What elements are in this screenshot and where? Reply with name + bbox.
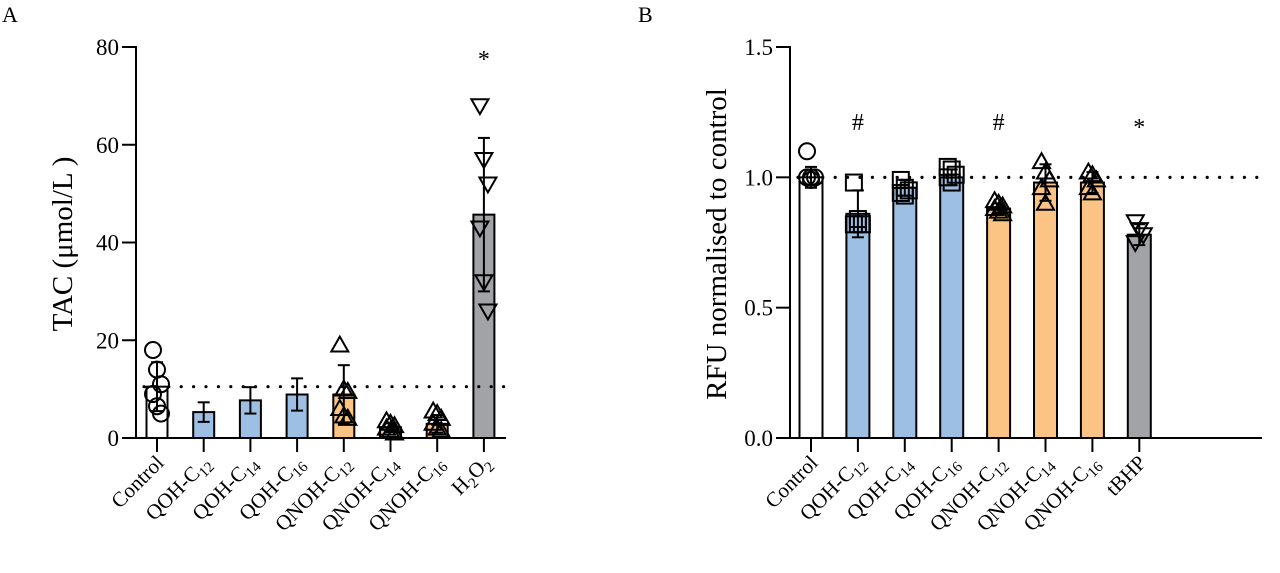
data-point-circle: [144, 341, 162, 360]
data-point-triangle-up: [984, 198, 1005, 216]
y-axis-title: TAC (μmol/L ): [47, 157, 79, 332]
data-point-triangle-up: [337, 407, 359, 426]
bar: [1033, 181, 1058, 439]
data-point-square: [895, 186, 914, 205]
x-category-label: tBHP: [1101, 451, 1151, 501]
data-point-triangle-up: [337, 381, 359, 399]
data-point-circle: [152, 404, 170, 423]
x-category-label: QNOH-C16: [1019, 450, 1108, 539]
data-point-circle: [798, 142, 816, 161]
data-point-triangle-down: [469, 220, 491, 239]
data-point-triangle-up: [1031, 177, 1052, 196]
data-point-triangle-up: [1035, 192, 1056, 211]
y-tick-label: 0: [108, 426, 120, 451]
x-category-label: H2O2: [446, 451, 498, 503]
data-point-triangle-down: [469, 98, 491, 117]
data-point-circle: [798, 168, 816, 187]
panel-label-b: B: [638, 2, 653, 27]
y-tick-label: 1.0: [744, 165, 773, 190]
data-point-circle: [802, 170, 820, 189]
data-point-triangle-up: [384, 422, 405, 441]
x-category-main: tBHP: [1101, 451, 1151, 501]
y-axis-title: RFU normalised to control: [701, 88, 733, 400]
bar: [892, 186, 918, 439]
y-tick-label: 20: [96, 328, 119, 353]
significance-hash: #: [852, 110, 864, 136]
chart-panel-b: 0.0 0.5 1.0 1.5 RFU normalised to control # # *…: [701, 35, 1264, 539]
y-tick-label: 40: [96, 231, 119, 256]
data-point-triangle-up: [430, 420, 452, 439]
y-tick-label: 0.5: [744, 296, 773, 321]
y-tick-label: 60: [96, 133, 119, 158]
data-point-triangle-down: [477, 303, 499, 322]
data-point-triangle-up: [1086, 169, 1107, 188]
data-point-triangle-up: [333, 378, 355, 397]
data-point-square: [848, 215, 867, 234]
data-point-triangle-up: [1039, 169, 1060, 188]
data-point-triangle-up: [376, 417, 397, 436]
data-point-triangle-up: [1082, 182, 1103, 201]
significance-asterisk: *: [478, 47, 490, 73]
data-point-triangle-up: [1031, 151, 1052, 170]
data-point-triangle-up: [988, 200, 1009, 219]
bar: [1079, 181, 1105, 439]
significance-asterisk: *: [1133, 115, 1145, 141]
data-point-triangle-down: [1125, 235, 1146, 254]
bar: [939, 176, 965, 439]
data-point-square: [938, 168, 957, 187]
data-point-circle: [806, 168, 824, 187]
data-point-triangle-down: [473, 274, 495, 293]
y-tick-label: 0.0: [744, 426, 773, 451]
bar: [798, 176, 824, 439]
data-point-triangle-up: [984, 190, 1005, 209]
data-point-triangle-up: [380, 420, 401, 439]
data-point-triangle-up: [422, 400, 444, 419]
data-point-triangle-up: [329, 334, 351, 353]
y-tick-label: 80: [96, 35, 119, 60]
data-point-triangle-down: [473, 152, 495, 170]
bar: [1126, 233, 1152, 439]
data-point-square: [942, 173, 961, 192]
data-point-triangle-up: [992, 203, 1013, 222]
data-point-triangle-up: [422, 412, 444, 431]
panel-label-a: A: [2, 2, 18, 27]
y-tick-label: 1.5: [744, 35, 773, 60]
data-point-triangle-down: [477, 176, 499, 195]
bar: [845, 212, 871, 439]
significance-hash: #: [993, 110, 1005, 136]
data-point-circle: [144, 385, 162, 404]
data-point-triangle-up: [426, 417, 448, 436]
bar: [986, 207, 1012, 439]
data-point-triangle-up: [333, 405, 355, 424]
data-point-square: [891, 183, 910, 202]
data-point-square: [844, 173, 863, 192]
